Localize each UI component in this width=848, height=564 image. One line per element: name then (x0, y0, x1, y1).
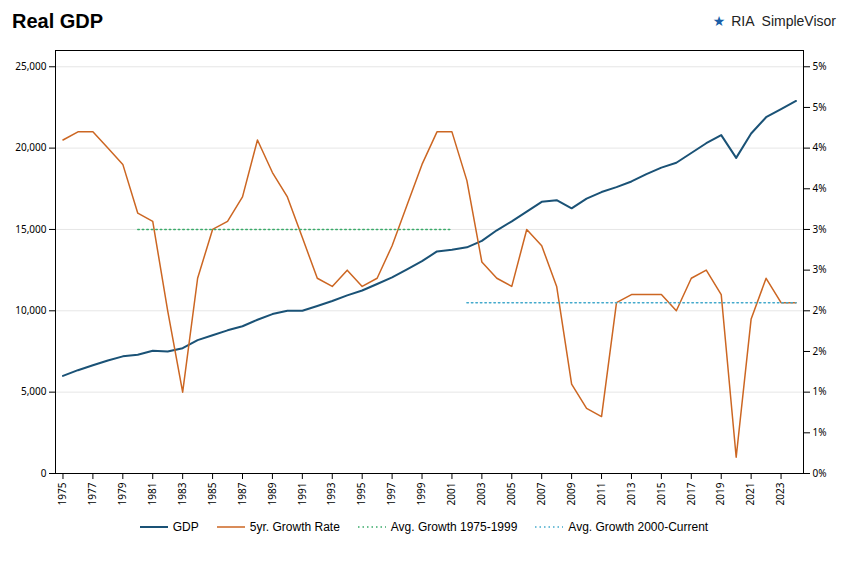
svg-text:2021: 2021 (743, 483, 757, 506)
svg-text:2015: 2015 (654, 482, 668, 505)
svg-text:10,000: 10,000 (15, 303, 47, 317)
svg-text:2019: 2019 (713, 482, 727, 505)
svg-text:4%: 4% (813, 181, 827, 195)
svg-text:1991: 1991 (295, 483, 309, 506)
svg-text:1%: 1% (813, 425, 827, 439)
svg-text:3%: 3% (813, 222, 827, 236)
svg-text:1%: 1% (813, 384, 827, 398)
svg-text:1979: 1979 (115, 482, 129, 505)
svg-text:1977: 1977 (85, 482, 99, 505)
svg-text:1975: 1975 (55, 482, 69, 505)
svg-text:1985: 1985 (205, 482, 219, 505)
svg-text:1995: 1995 (354, 482, 368, 505)
html-text:GDP: GDP (172, 520, 199, 534)
svg-text:3%: 3% (813, 262, 827, 276)
svg-text:2%: 2% (813, 303, 827, 317)
svg-text:15,000: 15,000 (15, 222, 47, 236)
svg-text:1997: 1997 (384, 482, 398, 505)
svg-text:5,000: 5,000 (21, 384, 47, 398)
svg-text:2003: 2003 (474, 482, 488, 505)
svg-text:2%: 2% (813, 344, 827, 358)
svg-text:5%: 5% (813, 59, 827, 73)
svg-text:0: 0 (41, 466, 47, 480)
svg-text:5%: 5% (813, 100, 827, 114)
svg-text:2001: 2001 (444, 483, 458, 506)
html-text:Avg. Growth 2000-Current: Avg. Growth 2000-Current (568, 520, 709, 534)
svg-text:2009: 2009 (564, 482, 578, 505)
svg-text:2005: 2005 (504, 482, 518, 505)
svg-text:1999: 1999 (414, 482, 428, 505)
html-text:5yr. Growth Rate: 5yr. Growth Rate (249, 520, 340, 534)
svg-text:25,000: 25,000 (15, 59, 47, 73)
svg-text:2007: 2007 (534, 482, 548, 505)
svg-text:0%: 0% (813, 466, 827, 480)
svg-text:20,000: 20,000 (15, 140, 47, 154)
html-text:Avg. Growth 1975-1999: Avg. Growth 1975-1999 (390, 520, 518, 534)
svg-text:1989: 1989 (265, 482, 279, 505)
svg-text:1981: 1981 (145, 483, 159, 506)
svg-text:2011: 2011 (594, 483, 608, 506)
svg-text:1987: 1987 (235, 482, 249, 505)
svg-text:1993: 1993 (324, 482, 338, 505)
svg-text:4%: 4% (813, 140, 827, 154)
html-text:Real GDP: Real GDP (12, 9, 104, 32)
html-text:★ RIA SimpleVisor: ★ RIA SimpleVisor (712, 13, 836, 29)
svg-text:2023: 2023 (773, 482, 787, 505)
svg-text:1983: 1983 (175, 482, 189, 505)
svg-text:2013: 2013 (624, 482, 638, 505)
svg-text:2017: 2017 (684, 482, 698, 505)
